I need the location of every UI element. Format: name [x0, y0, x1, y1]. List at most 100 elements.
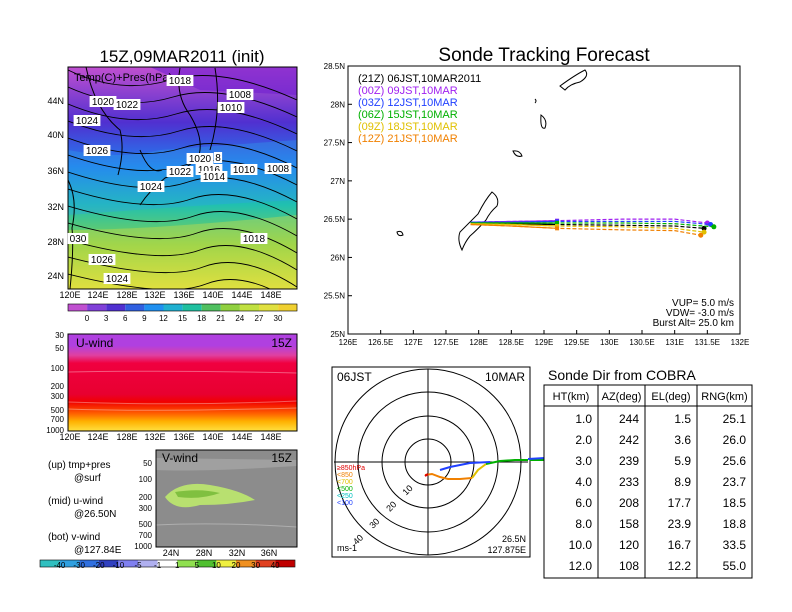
isobar-label-bg	[83, 145, 111, 156]
v-wind-p-label: 100	[139, 475, 153, 484]
track-series-marker	[555, 226, 560, 231]
v-wind-label: V-wind	[162, 451, 198, 465]
isobar-label-bg	[226, 89, 254, 100]
table-cell: 12.0	[569, 559, 593, 573]
isobar-label: 1018	[243, 234, 266, 245]
wind-colorbar-swatch	[59, 560, 80, 567]
v-wind-frame	[155, 449, 298, 548]
track-lon-label: 131E	[665, 338, 684, 347]
wind-colorbar-tick: -5	[134, 561, 142, 570]
track-lon-label: 130.5E	[629, 338, 654, 347]
u-wind-panel	[68, 334, 297, 431]
table-header: AZ(deg)	[602, 391, 642, 403]
temp-colorbar: 0 3 6 9 12 15 18 21 24 27 30	[67, 303, 298, 323]
panel-legend-text: (up) tmp+pres	[48, 460, 111, 471]
isobar-label-bg	[195, 164, 223, 175]
polar-date: 10MAR	[485, 370, 525, 384]
polar-level-labels: ≥850hPa<850<700<500<250<100	[337, 465, 365, 507]
table-cell: 8.9	[674, 475, 691, 489]
u-wind-p-label: 500	[51, 406, 65, 415]
u-wind-lon-labels: 120E 124E 128E 132E 136E 140E 144E 148E	[59, 432, 281, 442]
v-wind-p-label: 200	[139, 493, 153, 502]
v-wind-time: 15Z	[271, 451, 292, 465]
track-series-marker	[555, 224, 560, 229]
track-lon-label: 126E	[339, 338, 358, 347]
temp-colorbar-tick: 6	[123, 314, 128, 323]
track-legend: (21Z) 06JST,10MAR2011(00Z) 09JST,10MAR(0…	[358, 73, 481, 145]
temp-colorbar-swatch	[68, 304, 88, 311]
table-title: Sonde Dir from COBRA	[548, 367, 696, 383]
map-lat-label: 36N	[47, 166, 64, 176]
u-wind-time: 15Z	[271, 336, 292, 350]
temp-colorbar-swatch	[144, 304, 164, 311]
map-lon-label: 128E	[116, 290, 137, 300]
table-cell: 6.0	[575, 496, 592, 510]
table-cell: 3.6	[674, 433, 691, 447]
panel-legend: (up) tmp+pres @surf (mid) u-wind @26.50N (bo…	[48, 460, 122, 556]
track-lat-label: 27.5N	[324, 139, 346, 148]
table-cell: 158	[619, 517, 639, 531]
v-wind-p-label: 700	[139, 531, 153, 540]
u-wind-lon-label: 148E	[260, 432, 281, 442]
table-cell: 2.0	[575, 433, 592, 447]
isobar-label: 1008	[267, 164, 290, 175]
u-wind-lon-label: 144E	[231, 432, 252, 442]
track-lon-labels: 126E 126.5E 127E 127.5E 128E 128.5E 129E 129.5E…	[339, 338, 750, 347]
isobar-label-bg	[73, 115, 101, 126]
map-lat-label: 40N	[47, 130, 64, 140]
isobar-label: 1014	[203, 172, 226, 183]
u-wind-lon-label: 128E	[116, 432, 137, 442]
temp-colorbar-swatch	[201, 304, 221, 311]
panel-legend-sub: @127.84E	[74, 545, 122, 556]
v-wind-p-labels: 50 100 200 300 500 700 1000	[134, 459, 152, 551]
table-cell: 16.7	[668, 538, 692, 552]
polar-ring-label: 20	[384, 499, 398, 513]
map-lat-label: 24N	[47, 271, 64, 281]
temp-colorbar-swatch	[163, 304, 183, 311]
track-param: VUP= 5.0 m/s	[672, 298, 734, 309]
isobar-label: 1022	[169, 167, 192, 178]
map-label: Temp(C)+Pres(hPa)	[74, 72, 172, 84]
track-lon-label: 128.5E	[499, 338, 524, 347]
table-cell: 8.0	[575, 517, 592, 531]
u-wind-p-label: 1000	[46, 426, 64, 435]
u-wind-label: U-wind	[76, 336, 113, 350]
track-ticks	[347, 65, 741, 335]
track-lat-label: 26.5N	[324, 215, 346, 224]
v-wind-p-label: 50	[143, 459, 152, 468]
wind-colorbar-swatch	[157, 560, 178, 567]
track-lon-label: 131.5E	[695, 338, 720, 347]
isobar-label-bg	[137, 181, 165, 192]
map-lon-label: 124E	[87, 290, 108, 300]
v-wind-panel	[156, 450, 297, 547]
isobar-label-bg	[230, 164, 258, 175]
track-series	[470, 218, 717, 238]
table-cell: 208	[619, 496, 639, 510]
v-wind-lat-label: 24N	[163, 548, 180, 558]
polar-level-label: <700	[337, 479, 353, 486]
isobar-label: 1020	[92, 97, 115, 108]
wind-colorbar-swatch	[98, 560, 119, 567]
isobar-label-bg	[186, 153, 214, 164]
sonde-table: HT(km) AZ(deg) EL(deg) RNG(km) 1.0 244 1.5 25.1…	[543, 384, 753, 579]
track-lat-label: 28.5N	[324, 62, 346, 71]
track-param: VDW= -3.0 m/s	[666, 308, 734, 319]
wind-colorbar-tick: 40	[271, 561, 280, 570]
wind-colorbar-tick: 10	[212, 561, 221, 570]
track-lon-label: 129.5E	[564, 338, 589, 347]
panel-legend-sub: @surf	[74, 473, 101, 484]
table-cell: 18.5	[723, 496, 747, 510]
temp-colorbar-tick: 3	[104, 314, 109, 323]
table-cell: 25.1	[723, 412, 747, 426]
track-series-marker	[555, 220, 560, 225]
isobar-label: 1024	[76, 116, 99, 127]
track-lat-labels: 28.5N 28N 27.5N 27N 26.5N 26N 25.5N 25N	[324, 62, 346, 339]
track-series-line	[470, 220, 711, 226]
table-cell: 23.9	[668, 517, 692, 531]
temp-colorbar-swatch	[220, 304, 240, 311]
track-lat-label: 25N	[330, 330, 345, 339]
panel-legend-text: (mid) u-wind	[48, 496, 103, 507]
temp-colorbar-tick: 27	[254, 314, 263, 323]
track-legend-entry: (12Z) 21JST,10MAR	[358, 133, 458, 145]
